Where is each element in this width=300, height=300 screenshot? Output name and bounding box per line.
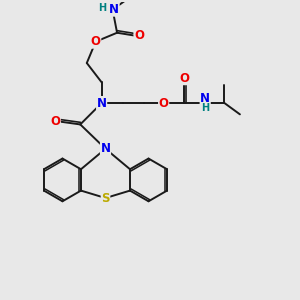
Text: N: N <box>97 97 106 110</box>
Text: N: N <box>200 92 210 105</box>
Text: O: O <box>134 29 144 42</box>
Text: O: O <box>179 72 189 85</box>
Text: H: H <box>201 103 209 113</box>
Text: S: S <box>101 191 110 205</box>
Text: N: N <box>109 3 119 16</box>
Text: O: O <box>50 115 60 128</box>
Text: O: O <box>159 97 169 110</box>
Text: N: N <box>100 142 110 155</box>
Text: O: O <box>91 35 101 48</box>
Text: H: H <box>98 3 106 13</box>
